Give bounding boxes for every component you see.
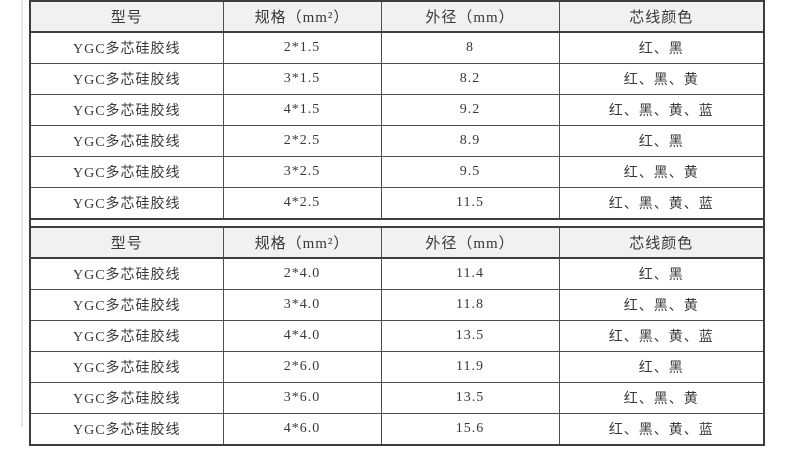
header-cell-spec: 规格（mm²） <box>222 0 382 33</box>
cell-od: 9.2 <box>380 94 560 126</box>
cell-colors: 红、黑 <box>558 257 765 290</box>
cell-od: 11.5 <box>380 187 560 220</box>
table-row: YGC多芯硅胶线 2*4.0 11.4 红、黑 <box>29 257 765 290</box>
header-cell-od: 外径（mm） <box>380 0 560 33</box>
cell-od: 9.5 <box>380 156 560 188</box>
separator-cell <box>29 218 765 228</box>
cell-model: YGC多芯硅胶线 <box>29 320 224 352</box>
cell-colors: 红、黑、黄 <box>558 63 765 95</box>
cell-model: YGC多芯硅胶线 <box>29 413 224 446</box>
cell-spec: 3*4.0 <box>222 289 382 321</box>
cell-spec: 4*1.5 <box>222 94 382 126</box>
cell-colors: 红、黑、黄 <box>558 382 765 414</box>
section2-header-row: 型号 规格（mm²） 外径（mm） 芯线颜色 <box>29 226 765 259</box>
cell-od: 11.4 <box>380 257 560 290</box>
header-cell-model: 型号 <box>29 226 224 259</box>
table-row: YGC多芯硅胶线 2*2.5 8.9 红、黑 <box>29 125 765 157</box>
cell-model: YGC多芯硅胶线 <box>29 187 224 220</box>
header-cell-model: 型号 <box>29 0 224 33</box>
cell-spec: 4*6.0 <box>222 413 382 446</box>
section1-header-row: 型号 规格（mm²） 外径（mm） 芯线颜色 <box>29 0 765 33</box>
table-section-separator <box>29 218 765 228</box>
table-row: YGC多芯硅胶线 3*1.5 8.2 红、黑、黄 <box>29 63 765 95</box>
header-cell-spec: 规格（mm²） <box>222 226 382 259</box>
cell-spec: 2*1.5 <box>222 31 382 64</box>
cell-spec: 2*2.5 <box>222 125 382 157</box>
table-row: YGC多芯硅胶线 3*2.5 9.5 红、黑、黄 <box>29 156 765 188</box>
table-row: YGC多芯硅胶线 3*4.0 11.8 红、黑、黄 <box>29 289 765 321</box>
cell-od: 15.6 <box>380 413 560 446</box>
cell-model: YGC多芯硅胶线 <box>29 94 224 126</box>
cable-spec-table: 型号 规格（mm²） 外径（mm） 芯线颜色 YGC多芯硅胶线 2*1.5 8 … <box>29 0 765 446</box>
cell-od: 8 <box>380 31 560 64</box>
cell-colors: 红、黑 <box>558 31 765 64</box>
table-row: YGC多芯硅胶线 4*2.5 11.5 红、黑、黄、蓝 <box>29 187 765 220</box>
table-row: YGC多芯硅胶线 4*4.0 13.5 红、黑、黄、蓝 <box>29 320 765 352</box>
cell-colors: 红、黑、黄、蓝 <box>558 94 765 126</box>
cell-model: YGC多芯硅胶线 <box>29 31 224 64</box>
cell-od: 11.9 <box>380 351 560 383</box>
cell-colors: 红、黑、黄、蓝 <box>558 413 765 446</box>
cell-colors: 红、黑、黄、蓝 <box>558 320 765 352</box>
cell-model: YGC多芯硅胶线 <box>29 156 224 188</box>
cell-spec: 4*4.0 <box>222 320 382 352</box>
cell-od: 11.8 <box>380 289 560 321</box>
table-row: YGC多芯硅胶线 2*1.5 8 红、黑 <box>29 31 765 64</box>
cell-colors: 红、黑 <box>558 351 765 383</box>
cell-model: YGC多芯硅胶线 <box>29 289 224 321</box>
cell-colors: 红、黑、黄 <box>558 289 765 321</box>
header-cell-colors: 芯线颜色 <box>558 0 765 33</box>
cell-spec: 3*2.5 <box>222 156 382 188</box>
cell-od: 13.5 <box>380 382 560 414</box>
table-row: YGC多芯硅胶线 2*6.0 11.9 红、黑 <box>29 351 765 383</box>
table-row: YGC多芯硅胶线 4*1.5 9.2 红、黑、黄、蓝 <box>29 94 765 126</box>
scan-artifact-line <box>21 0 23 427</box>
cell-od: 13.5 <box>380 320 560 352</box>
cell-colors: 红、黑、黄 <box>558 156 765 188</box>
cell-od: 8.2 <box>380 63 560 95</box>
table-row: YGC多芯硅胶线 4*6.0 15.6 红、黑、黄、蓝 <box>29 413 765 446</box>
header-cell-colors: 芯线颜色 <box>558 226 765 259</box>
cell-colors: 红、黑、黄、蓝 <box>558 187 765 220</box>
cell-spec: 4*2.5 <box>222 187 382 220</box>
cell-model: YGC多芯硅胶线 <box>29 351 224 383</box>
cell-spec: 2*4.0 <box>222 257 382 290</box>
cell-spec: 2*6.0 <box>222 351 382 383</box>
cell-spec: 3*6.0 <box>222 382 382 414</box>
cell-od: 8.9 <box>380 125 560 157</box>
cell-model: YGC多芯硅胶线 <box>29 382 224 414</box>
cell-model: YGC多芯硅胶线 <box>29 125 224 157</box>
cell-spec: 3*1.5 <box>222 63 382 95</box>
cell-model: YGC多芯硅胶线 <box>29 257 224 290</box>
cell-model: YGC多芯硅胶线 <box>29 63 224 95</box>
cell-colors: 红、黑 <box>558 125 765 157</box>
header-cell-od: 外径（mm） <box>380 226 560 259</box>
table-row: YGC多芯硅胶线 3*6.0 13.5 红、黑、黄 <box>29 382 765 414</box>
